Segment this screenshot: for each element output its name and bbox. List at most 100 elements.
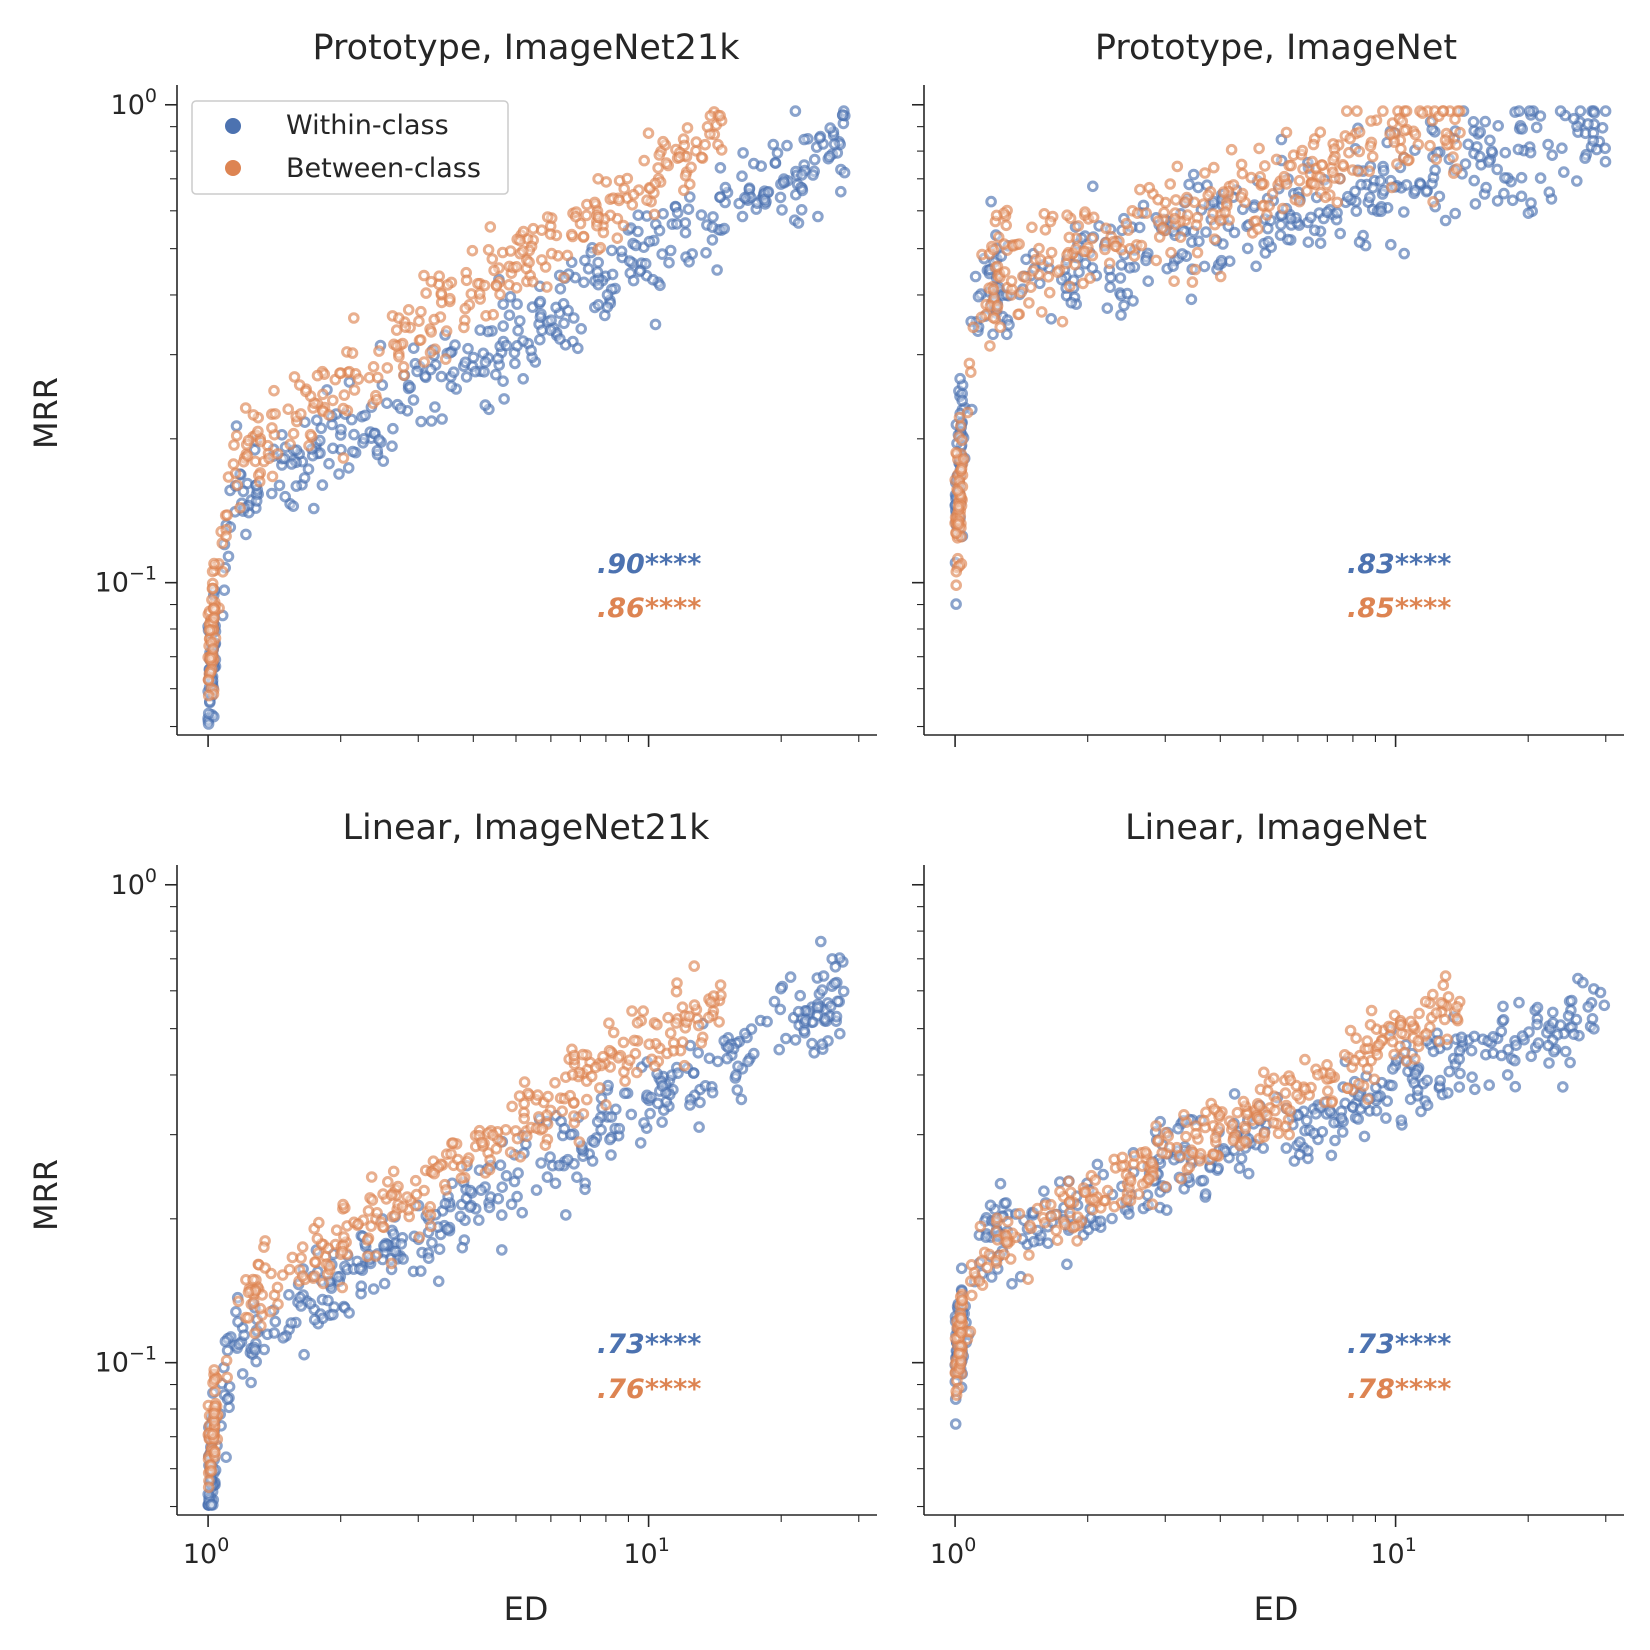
data-point: [796, 184, 809, 197]
data-point: [573, 1136, 586, 1148]
data-point: [625, 1108, 638, 1121]
data-point: [208, 1364, 220, 1376]
data-point: [1299, 1083, 1312, 1096]
data-point: [613, 194, 625, 207]
data-point: [1530, 121, 1543, 134]
data-point: [1525, 197, 1537, 209]
data-point: [670, 1017, 682, 1029]
data-point: [1262, 222, 1274, 235]
data-point: [1334, 227, 1346, 240]
data-point: [715, 144, 728, 156]
data-point: [1213, 1122, 1226, 1134]
data-point: [433, 1243, 446, 1255]
data-point: [300, 385, 312, 398]
data-point: [619, 1075, 631, 1087]
data-point: [247, 1273, 259, 1286]
data-point: [1364, 140, 1377, 152]
data-point: [407, 342, 420, 355]
data-point: [517, 245, 529, 257]
data-point: [1238, 1135, 1251, 1147]
data-point: [241, 450, 254, 462]
data-point: [1319, 191, 1332, 204]
data-point: [974, 1220, 987, 1233]
data-point: [762, 186, 775, 198]
data-point: [1344, 132, 1356, 145]
data-point: [348, 312, 360, 324]
data-point: [345, 413, 358, 426]
y-axis-label: MRR: [27, 1159, 65, 1231]
data-point: [693, 1121, 705, 1133]
data-point: [1437, 979, 1450, 992]
data-point: [695, 209, 708, 221]
data-point: [206, 594, 218, 606]
data-point: [1277, 202, 1289, 215]
data-point: [955, 1327, 967, 1339]
data-point: [1124, 1175, 1137, 1187]
data-point: [780, 1032, 792, 1045]
data-point: [1523, 105, 1536, 117]
data-point: [1051, 266, 1064, 278]
data-point: [1400, 179, 1413, 191]
data-point: [1361, 1035, 1373, 1047]
data-point: [1128, 1150, 1141, 1162]
data-point: [1215, 254, 1228, 267]
data-point: [303, 439, 315, 452]
data-point: [955, 1312, 967, 1325]
data-point: [393, 350, 405, 363]
data-point: [1291, 1089, 1303, 1102]
data-point: [1183, 1161, 1196, 1173]
data-point: [347, 445, 359, 458]
data-point: [950, 565, 963, 578]
data-point: [582, 263, 595, 275]
data-point: [1451, 163, 1463, 175]
data-point: [1388, 1048, 1400, 1061]
data-point: [649, 177, 662, 190]
data-point: [293, 379, 306, 391]
data-point: [248, 1296, 260, 1308]
data-point: [1180, 1130, 1192, 1143]
data-point: [1352, 1113, 1364, 1125]
data-point: [1453, 1053, 1465, 1065]
data-point: [558, 317, 570, 330]
data-point: [1061, 1258, 1073, 1271]
data-point: [397, 361, 410, 373]
data-point: [1331, 207, 1343, 219]
data-point: [623, 255, 636, 267]
data-point: [711, 264, 723, 276]
data-point: [1023, 297, 1035, 309]
data-point: [1235, 1152, 1248, 1165]
data-point: [1307, 138, 1320, 151]
data-point: [249, 1344, 261, 1356]
data-point: [250, 495, 263, 507]
data-point: [283, 1263, 296, 1276]
data-point: [1324, 1067, 1337, 1080]
data-point: [558, 1122, 571, 1135]
data-point: [684, 191, 696, 203]
data-point: [1248, 201, 1260, 214]
data-point: [956, 434, 968, 447]
data-point: [767, 138, 780, 151]
data-point: [308, 1313, 321, 1326]
data-point: [514, 234, 526, 247]
data-point: [1104, 281, 1116, 294]
data-point: [1577, 976, 1589, 989]
data-point: [603, 1017, 615, 1030]
data-point: [1033, 242, 1045, 255]
data-point: [1028, 1235, 1040, 1248]
legend-label-between: Between-class: [286, 153, 481, 184]
data-point: [994, 1177, 1007, 1190]
data-point: [1257, 1142, 1269, 1154]
data-point: [282, 403, 295, 416]
data-point: [1338, 1049, 1351, 1061]
data-point: [208, 1407, 220, 1420]
data-point: [459, 302, 472, 315]
data-point: [965, 366, 977, 379]
data-point: [1362, 1093, 1374, 1106]
data-point: [285, 458, 298, 470]
data-point: [435, 370, 448, 383]
data-point: [441, 279, 454, 291]
data-point: [1199, 167, 1211, 179]
data-point: [287, 500, 300, 513]
data-point: [1062, 1175, 1075, 1188]
data-point: [687, 1067, 700, 1079]
